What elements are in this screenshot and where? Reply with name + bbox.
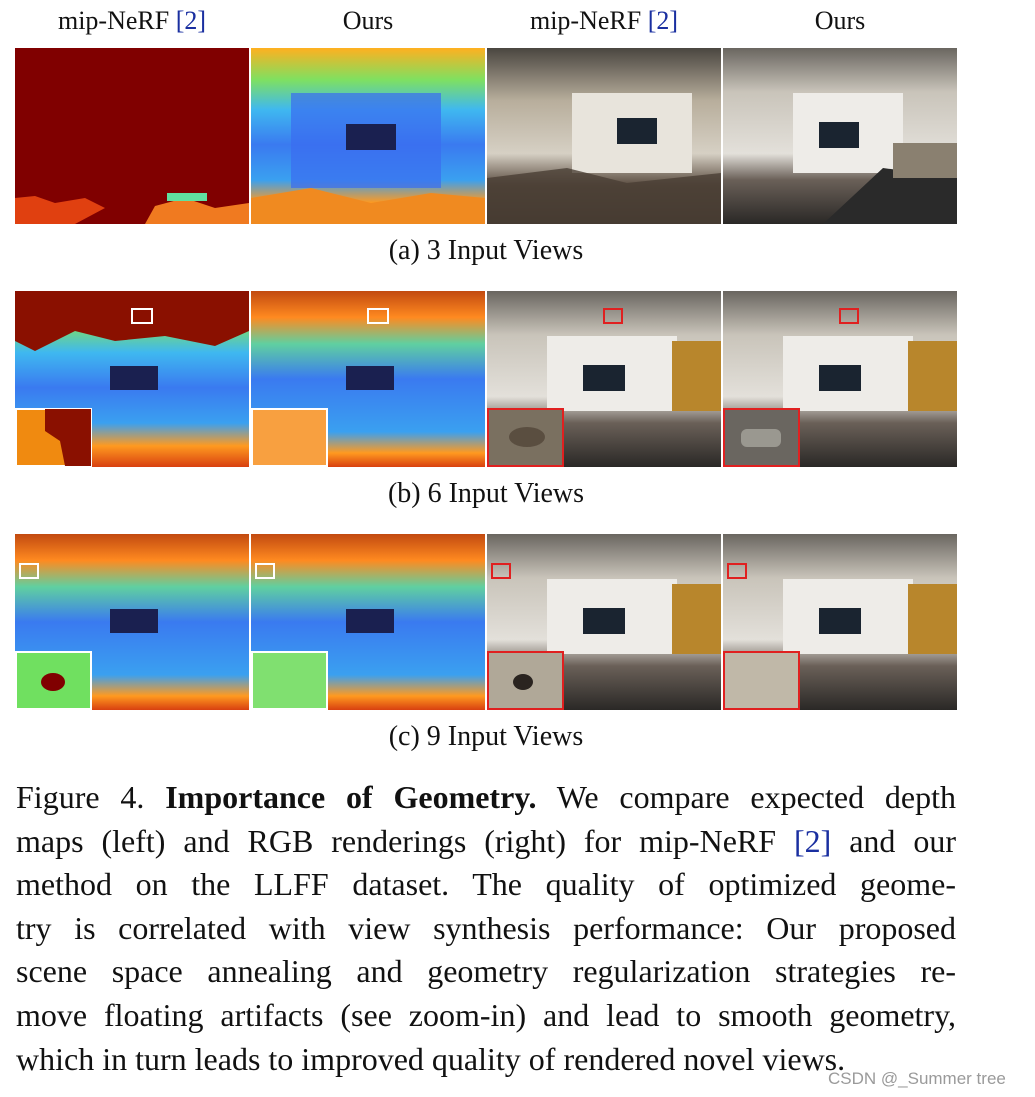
caption-line: method on the LLFF dataset. The quality …: [16, 866, 956, 903]
watermark: CSDN @_Summer tree: [828, 1069, 1006, 1088]
row-label-9-views: (c) 9 Input Views: [388, 721, 584, 752]
caption-line: maps (left) and RGB renderings (right) f…: [16, 820, 956, 864]
caption-line: scene space annealing and geometry regul…: [16, 953, 956, 990]
caption-line: try is correlated with view synthesis pe…: [16, 909, 956, 946]
column-header-name: Ours: [342, 6, 394, 35]
rgb-render-mipnerf-9views: [487, 534, 721, 710]
caption-text: We compare expected depth: [536, 779, 957, 815]
caption-line: Figure 4. Importance of Geometry. We com…: [16, 776, 956, 820]
depth-map-mipnerf-6views: [15, 291, 249, 467]
depth-map-ours-3views: [251, 48, 485, 224]
column-header-ours-rgb: Ours: [723, 6, 957, 36]
column-header-mipnerf-depth: mip-NeRF [2]: [15, 6, 249, 36]
column-header-name: Ours: [814, 6, 866, 35]
depth-map-mipnerf-3views: [15, 48, 249, 224]
depth-map-mipnerf-9views: [15, 534, 249, 710]
column-header-name: mip-NeRF: [57, 6, 170, 35]
citation-link[interactable]: [2]: [647, 6, 679, 35]
row-label-3-views: (a) 3 Input Views: [388, 235, 584, 266]
depth-map-ours-6views: [251, 291, 485, 467]
figure-caption: Figure 4. Importance of Geometry. We com…: [16, 776, 956, 1081]
rgb-render-ours-9views: [723, 534, 957, 710]
caption-line: move floating artifacts (see zoom-in) an…: [16, 996, 956, 1033]
caption-text: maps (left) and RGB renderings (right) f…: [16, 822, 794, 859]
column-header-name: mip-NeRF: [529, 6, 642, 35]
row-label-6-views: (b) 6 Input Views: [387, 478, 585, 509]
rgb-render-ours-6views: [723, 291, 957, 467]
citation-link[interactable]: [2]: [793, 822, 832, 859]
citation-link[interactable]: [2]: [175, 6, 207, 35]
rgb-render-mipnerf-6views: [487, 291, 721, 467]
depth-map-ours-9views: [251, 534, 485, 710]
column-header-ours-depth: Ours: [251, 6, 485, 36]
column-header-mipnerf-rgb: mip-NeRF [2]: [487, 6, 721, 36]
rgb-render-mipnerf-3views: [487, 48, 721, 224]
caption-text: and our: [831, 822, 957, 859]
caption-title: Importance of Geometry.: [165, 779, 537, 815]
rgb-render-ours-3views: [723, 48, 957, 224]
figure-label: Figure 4.: [16, 779, 145, 815]
caption-line: which in turn leads to improved quality …: [16, 1040, 846, 1077]
